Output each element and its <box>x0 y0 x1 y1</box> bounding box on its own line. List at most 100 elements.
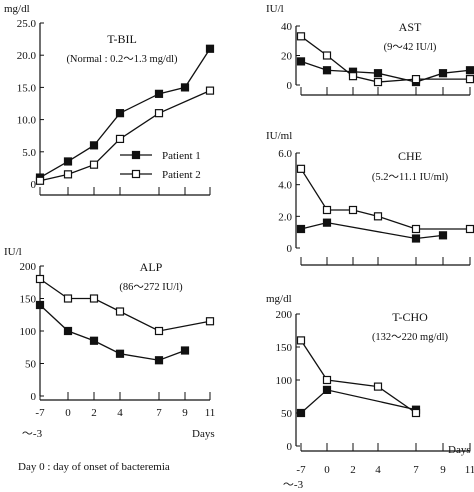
y-tick-label-tbil: 5.0 <box>22 147 36 159</box>
data-point-ast-2 <box>465 74 474 84</box>
x-tick-label: 0 <box>65 407 71 419</box>
footnote: Day 0 : day of onset of bacteremia <box>18 461 170 473</box>
x-tick-label: 4 <box>117 407 123 419</box>
data-point-tbil-1 <box>89 141 99 150</box>
chart-subtitle-alp: (86～272 IU/l) <box>119 282 183 293</box>
y-tick-label-tcho: 200 <box>276 309 293 321</box>
y-axis-label-tbil: mg/dl <box>4 3 30 15</box>
data-point-tbil-1 <box>154 89 164 98</box>
x-tick-label: 7 <box>156 407 162 419</box>
chart-title-che: CHE <box>398 149 422 163</box>
x-tick-label: 2 <box>91 407 97 419</box>
y-tick-label-ast: 20 <box>281 51 293 63</box>
chart-title-tbil: T-BIL <box>107 32 137 46</box>
data-point-ast-1 <box>465 66 474 75</box>
data-point-alp-1 <box>115 349 125 358</box>
y-axis-label-che: IU/ml <box>266 130 292 142</box>
x-tick-sublabel: ～-3 <box>22 428 43 440</box>
y-tick-label-tbil: 10.0 <box>17 115 37 127</box>
chart-subtitle-ast: (9～42 IU/l) <box>384 42 437 53</box>
x-tick-label: 9 <box>440 464 446 476</box>
series-line-che-2 <box>300 168 470 230</box>
data-point-che-2 <box>322 205 332 215</box>
data-point-che-2 <box>465 224 474 234</box>
data-point-alp-2 <box>115 307 125 316</box>
x-tick-label: 11 <box>205 407 216 419</box>
x-tick-label: -7 <box>296 464 306 476</box>
data-point-alp-2 <box>205 317 215 326</box>
legend-label: Patient 1 <box>162 150 201 162</box>
y-tick-label-ast: 0 <box>287 80 293 92</box>
data-point-tcho-2 <box>296 336 306 345</box>
data-point-alp-1 <box>89 336 99 345</box>
x-tick-label: -7 <box>35 407 45 419</box>
data-point-ast-1 <box>373 69 383 78</box>
data-point-alp-2 <box>63 294 73 303</box>
data-point-tbil-1 <box>115 109 125 118</box>
x-tick-label: 0 <box>324 464 330 476</box>
chart-title-tcho: T-CHO <box>392 310 428 324</box>
series-line-ast-2 <box>300 35 470 83</box>
x-tick-sublabel: ～-3 <box>283 479 304 491</box>
data-point-tbil-2 <box>89 160 99 169</box>
data-point-ast-2 <box>373 77 383 87</box>
y-axis-label-ast: IU/l <box>266 3 284 15</box>
y-axis-label-alp: IU/l <box>4 246 22 258</box>
data-point-tbil-2 <box>35 176 45 185</box>
data-point-tcho-2 <box>373 382 383 391</box>
data-point-alp-1 <box>180 346 190 355</box>
legend-label: Patient 2 <box>162 169 201 181</box>
x-tick-label: 7 <box>413 464 419 476</box>
data-point-che-2 <box>296 164 306 173</box>
data-point-alp-2 <box>154 326 164 336</box>
y-tick-label-che: 6.0 <box>278 148 292 160</box>
data-point-alp-1 <box>63 326 73 336</box>
data-point-alp-2 <box>89 294 99 303</box>
data-point-tbil-1 <box>63 157 73 166</box>
data-point-ast-1 <box>322 66 332 75</box>
y-tick-label-che: 2.0 <box>278 211 292 223</box>
data-point-tcho-2 <box>322 375 332 385</box>
data-point-che-1 <box>411 234 421 243</box>
y-axis-label-tcho: mg/dl <box>266 293 292 305</box>
data-point-tcho-1 <box>322 385 332 394</box>
data-point-alp-2 <box>35 274 45 284</box>
x-axis-label: Days <box>192 428 215 440</box>
data-point-che-2 <box>348 205 358 215</box>
series-line-alp-1 <box>39 304 186 361</box>
data-point-ast-1 <box>438 69 448 78</box>
series-line-tbil-2 <box>39 90 211 182</box>
panel-tcho: 0 50 100 150 200 mg/dl T-CHO (132～220 mg/dl) <box>266 293 471 453</box>
legend: Patient 1 Patient 2 <box>120 150 201 181</box>
data-point-alp-1 <box>35 300 45 310</box>
chart-title-ast: AST <box>399 20 422 34</box>
series-line-alp-2 <box>39 278 211 332</box>
data-point-tbil-1 <box>180 83 190 92</box>
data-point-tbil-2 <box>63 170 73 179</box>
y-tick-label-tbil: 20.0 <box>17 50 37 62</box>
data-point-ast-2 <box>296 32 306 41</box>
y-tick-label-alp: 200 <box>20 261 37 273</box>
y-tick-label-tbil: 0 <box>31 179 37 191</box>
data-point-che-1 <box>296 224 306 234</box>
y-tick-label-che: 0 <box>287 243 293 255</box>
x-tick-label: 2 <box>350 464 356 476</box>
legend-marker <box>131 169 141 179</box>
y-tick-label-tcho: 50 <box>281 408 293 420</box>
y-tick-label-tcho: 100 <box>276 375 293 387</box>
data-point-tbil-2 <box>115 134 125 144</box>
chart-subtitle-che: (5.2～11.1 IU/ml) <box>372 172 449 183</box>
y-tick-label-alp: 100 <box>20 326 37 338</box>
series-line-che-1 <box>300 222 444 240</box>
y-tick-label-tcho: 150 <box>276 342 293 354</box>
panel-tbil: 0 5.0 10.0 15.0 20.0 25.0 mg/dl T-BIL (Normal : … <box>4 3 215 196</box>
chart-subtitle-tcho: (132～220 mg/dl) <box>372 332 449 343</box>
data-point-che-1 <box>438 231 448 240</box>
data-point-ast-2 <box>348 72 358 81</box>
x-tick-label: 4 <box>375 464 381 476</box>
data-point-alp-1 <box>154 356 164 365</box>
data-point-tcho-2 <box>411 408 421 418</box>
data-point-che-1 <box>322 218 332 227</box>
data-point-tbil-2 <box>154 109 164 118</box>
chart-title-alp: ALP <box>140 260 163 274</box>
